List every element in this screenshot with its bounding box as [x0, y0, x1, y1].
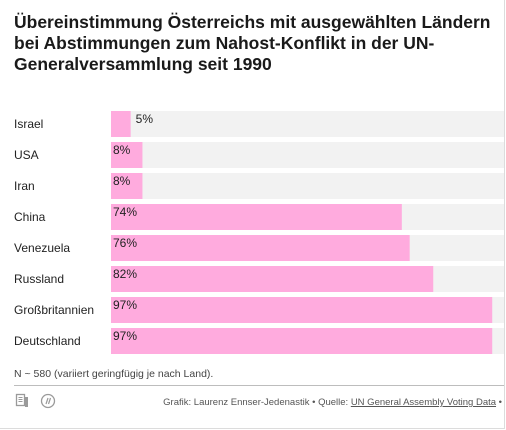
value-label: 76% [113, 236, 137, 250]
document-icon[interactable] [14, 393, 30, 409]
bar-row: Russland 82% [14, 266, 504, 292]
row-background [111, 111, 504, 137]
bar [111, 235, 410, 261]
separator: • [312, 397, 316, 408]
value-label: 97% [113, 329, 137, 343]
category-label: Russland [14, 272, 64, 286]
bar [111, 173, 143, 199]
category-label: Iran [14, 179, 35, 193]
credit-text: Grafik: Laurenz Ennser-Jedenastik [163, 397, 310, 408]
source-prefix: Quelle: [318, 397, 349, 408]
bar [111, 328, 493, 354]
value-label: 8% [113, 143, 131, 157]
footer-credits: Grafik: Laurenz Ennser-Jedenastik • Quel… [163, 397, 502, 408]
bar [111, 111, 131, 137]
bar-row: Großbritannien 97% [14, 297, 504, 323]
row-background [111, 173, 504, 199]
chart-title: Übereinstimmung Österreichs mit ausgewäh… [14, 12, 491, 74]
bar-row: USA 8% [14, 142, 504, 168]
category-label: USA [14, 148, 39, 162]
row-background [111, 142, 504, 168]
footer-divider [14, 385, 504, 386]
value-label: 97% [113, 298, 137, 312]
bar-row: Deutschland 97% [14, 328, 504, 354]
category-label: Großbritannien [14, 303, 94, 317]
value-label: 82% [113, 267, 137, 281]
category-label: Venezuela [14, 241, 70, 255]
value-label: 74% [113, 205, 137, 219]
bar-row: Iran 8% [14, 173, 504, 199]
bar-row: Israel 5% [14, 111, 504, 137]
category-label: Deutschland [14, 334, 81, 348]
bar [111, 297, 493, 323]
bar [111, 266, 434, 292]
bar-chart: Israel 5% USA 8% Iran 8% China 74% Venezuela 76% R… [14, 111, 504, 354]
bar-row: China 74% [14, 204, 504, 230]
embed-code-icon[interactable] [40, 393, 56, 409]
value-label: 8% [113, 174, 131, 188]
sample-size-note: N ~ 580 (variiert geringfügig je nach La… [14, 368, 214, 380]
category-label: China [14, 210, 46, 224]
separator: • [498, 397, 502, 408]
value-label: 5% [136, 112, 154, 126]
footer-icons [14, 393, 62, 409]
category-label: Israel [14, 117, 43, 131]
source-link[interactable]: UN General Assembly Voting Data [350, 397, 497, 408]
bar-row: Venezuela 76% [14, 235, 504, 261]
bar [111, 142, 143, 168]
bar [111, 204, 402, 230]
